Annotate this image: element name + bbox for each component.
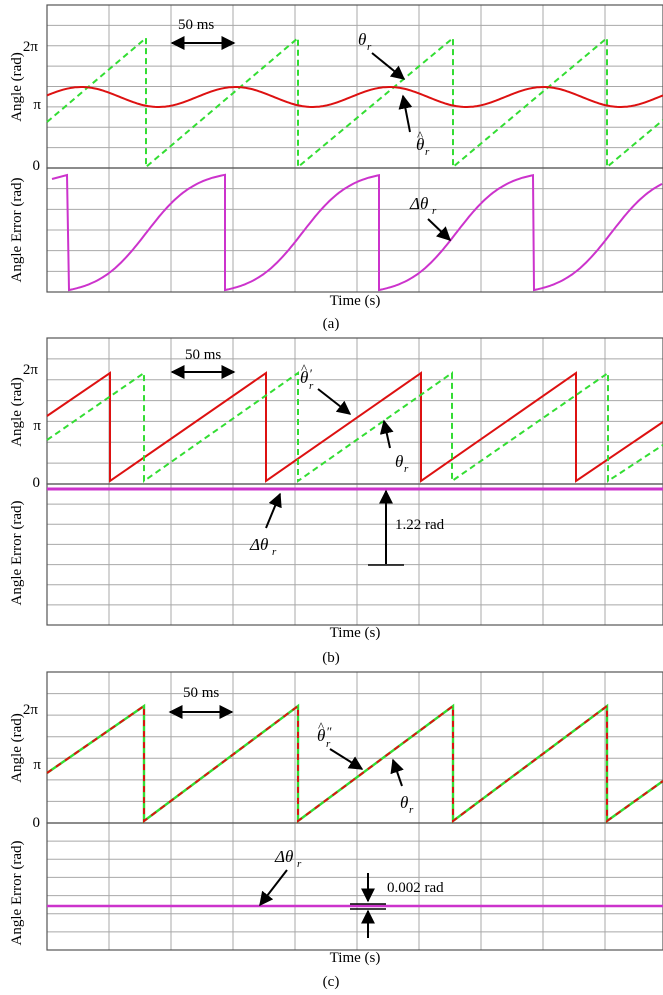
ytick-0-b: 0 — [33, 475, 41, 491]
series-theta-r-c — [46, 703, 663, 824]
label-50ms-a: 50 ms — [178, 17, 214, 33]
label-theta-hatpp-c-dprime: ″ — [326, 724, 332, 739]
label-theta-r-c-sub: r — [409, 804, 414, 816]
label-dtheta-c-sub: r — [297, 858, 302, 870]
label-dtheta-b-sub: r — [272, 546, 277, 558]
label-theta-r-b: θ — [395, 452, 403, 471]
ytick-0-a: 0 — [33, 158, 41, 174]
series-b — [46, 371, 663, 491]
series-dtheta-a — [51, 173, 663, 292]
caption-c: (c) — [323, 974, 340, 990]
label-122-b: 1.22 rad — [395, 517, 445, 533]
ylabel-error-a: Angle Error (rad) — [9, 178, 25, 283]
ytick-2pi-a: 2π — [23, 39, 39, 55]
series-theta-r-b — [46, 371, 663, 483]
label-theta-r-a-sub: r — [367, 41, 372, 53]
ylabel-angle-c: Angle (rad) — [9, 713, 25, 783]
label-theta-r-c: θ — [400, 793, 408, 812]
ylabel-error-c: Angle Error (rad) — [9, 841, 25, 946]
ytick-0-c: 0 — [33, 815, 41, 831]
grid-a-top — [46, 4, 663, 169]
xlabel-c: Time (s) — [330, 950, 381, 966]
label-theta-r-a: θ — [358, 30, 366, 49]
xlabel-a: Time (s) — [330, 293, 381, 309]
ylabel-angle-b: Angle (rad) — [9, 377, 25, 447]
series-theta-r-a — [46, 35, 663, 170]
grid-c-bot — [46, 822, 663, 951]
ytick-2pi-b: 2π — [23, 362, 39, 378]
grid-c-top — [46, 671, 663, 824]
series-c — [46, 703, 663, 908]
label-dtheta-b: Δθ — [249, 535, 268, 554]
label-0002-c: 0.002 rad — [387, 880, 444, 896]
grid-b-top — [46, 337, 663, 485]
label-theta-hat-a: θ — [416, 135, 424, 154]
grid-a-bot — [46, 167, 663, 293]
grid-b-top-frame — [46, 337, 663, 485]
ytick-pi-c: π — [33, 757, 41, 773]
arrow-dtheta-c — [259, 869, 288, 907]
panel-b: Angle (rad) Angle Error (rad) 2π π 0 50 … — [9, 337, 663, 666]
grid-a-bot-frame — [46, 167, 663, 293]
label-50ms-b: 50 ms — [185, 347, 221, 363]
arrow-theta-hatp-b — [317, 388, 352, 415]
label-theta-hat-a-hat: ^ — [417, 128, 423, 143]
label-theta-hatp-b-prime: ′ — [309, 366, 312, 381]
ytick-2pi-c: 2π — [23, 702, 39, 718]
grid-b-bot-frame — [46, 483, 663, 626]
label-theta-hatp-b-hat: ^ — [301, 361, 307, 376]
arrow-theta-hatpp-c — [329, 748, 364, 770]
arrow-dtheta-a — [427, 218, 452, 241]
label-dtheta-a-sub: r — [432, 205, 437, 217]
ylabel-angle-a: Angle (rad) — [9, 52, 25, 122]
grid-b-bot — [46, 483, 663, 626]
xlabel-b: Time (s) — [330, 625, 381, 641]
series-theta-hatp-b — [46, 371, 663, 483]
label-theta-hatpp-c-sub: r — [326, 738, 331, 750]
series-a — [46, 35, 663, 292]
panel-a: Angle (rad) Angle Error (rad) 2π π 0 50 … — [9, 4, 663, 332]
label-50ms-c: 50 ms — [183, 685, 219, 701]
label-theta-hatp-b-sub: r — [309, 380, 314, 392]
grid-c-top-frame — [46, 671, 663, 824]
label-theta-hat-a-sub: r — [425, 146, 430, 158]
arrow-theta-r-a — [371, 52, 406, 80]
label-theta-r-b-sub: r — [404, 463, 409, 475]
label-theta-hatpp-c-hat: ^ — [318, 719, 324, 734]
ylabel-error-b: Angle Error (rad) — [9, 501, 25, 606]
label-theta-hatp-b: θ — [300, 368, 308, 387]
arrow-theta-r-b — [379, 419, 394, 449]
label-dtheta-a: Δθ — [409, 194, 428, 213]
arrow-theta-r-c — [390, 758, 404, 787]
ytick-pi-a: π — [33, 97, 41, 113]
ytick-pi-b: π — [33, 418, 41, 434]
caption-a: (a) — [323, 316, 340, 332]
label-dtheta-c: Δθ — [274, 847, 293, 866]
panel-c: Angle (rad) Angle Error (rad) 2π π 0 50 … — [9, 671, 663, 990]
arrow-theta-hat-a — [398, 94, 413, 133]
series-theta-hat-a — [46, 86, 663, 108]
caption-b: (b) — [322, 650, 340, 666]
label-theta-hatpp-c: θ — [317, 726, 325, 745]
arrow-dtheta-b — [265, 492, 282, 529]
grid-c-bot-frame — [46, 822, 663, 951]
